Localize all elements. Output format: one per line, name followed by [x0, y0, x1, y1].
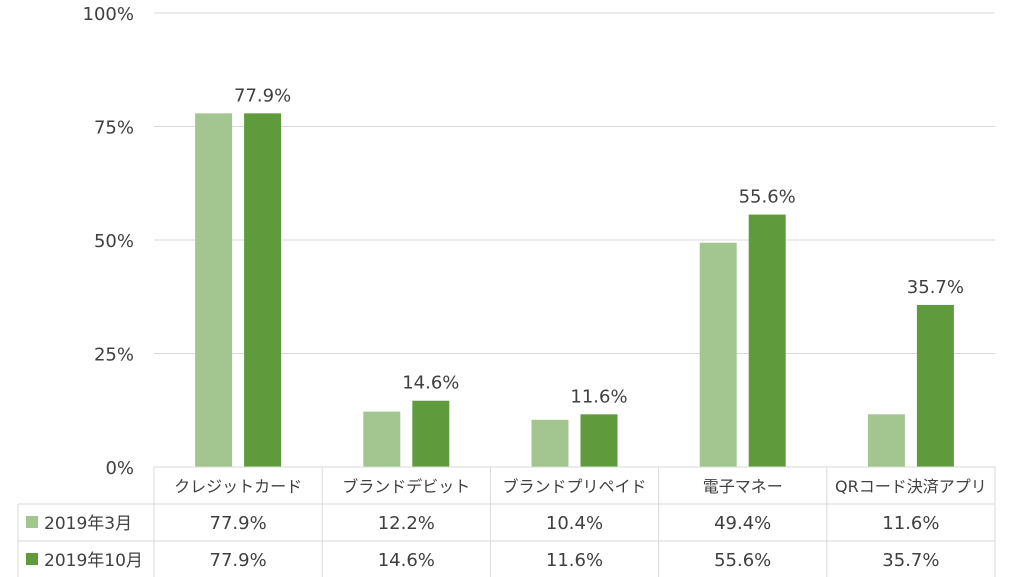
- data-label: 55.6%: [739, 187, 796, 208]
- y-axis: 0% 25% 50% 75% 100%: [83, 4, 134, 479]
- legend-label: 2019年10月: [44, 551, 143, 571]
- y-tick-label: 100%: [83, 4, 134, 25]
- bar: [412, 400, 450, 467]
- y-tick-label: 0%: [105, 458, 134, 479]
- table-cell: 11.6%: [546, 550, 603, 571]
- data-label: 11.6%: [570, 386, 627, 407]
- table-cell: 49.4%: [714, 513, 771, 534]
- y-tick-label: 25%: [94, 345, 134, 366]
- table-cell: 14.6%: [378, 550, 435, 571]
- category-label: ブランドプリペイド: [502, 477, 646, 496]
- table-cell: 77.9%: [210, 550, 267, 571]
- table-cell: 55.6%: [714, 550, 771, 571]
- table-cell: 77.9%: [210, 513, 267, 534]
- bar: [195, 113, 233, 468]
- category-label: ブランドデビット: [342, 477, 470, 496]
- table-cell: 10.4%: [546, 513, 603, 534]
- data-labels: 77.9% 14.6% 11.6% 55.6% 35.7%: [234, 85, 964, 407]
- table-cell: 11.6%: [882, 513, 939, 534]
- data-label: 77.9%: [234, 85, 291, 106]
- category-label: 電子マネー: [703, 477, 783, 496]
- y-tick-label: 50%: [94, 231, 134, 252]
- bar: [580, 414, 618, 467]
- bar: [748, 214, 786, 467]
- legend-label: 2019年3月: [44, 514, 132, 534]
- category-label: QRコード決済アプリ: [835, 477, 987, 496]
- bar: [244, 113, 282, 468]
- table-cell: 12.2%: [378, 513, 435, 534]
- gridlines: [154, 12, 995, 354]
- bar: [916, 304, 954, 467]
- legend-swatch: [26, 516, 38, 528]
- y-tick-label: 75%: [94, 118, 134, 139]
- legend-swatch: [26, 553, 38, 565]
- bars: [195, 113, 954, 468]
- table-cell: 35.7%: [882, 550, 939, 571]
- data-table: クレジットカード ブランドデビット ブランドプリペイド 電子マネー QRコード決済アプリ…: [17, 466, 996, 577]
- bar: [867, 414, 905, 467]
- bar: [699, 242, 737, 467]
- bar: [531, 419, 569, 467]
- data-label: 14.6%: [402, 373, 459, 394]
- bar: [363, 411, 401, 467]
- data-label: 35.7%: [907, 277, 964, 298]
- category-label: クレジットカード: [174, 477, 302, 496]
